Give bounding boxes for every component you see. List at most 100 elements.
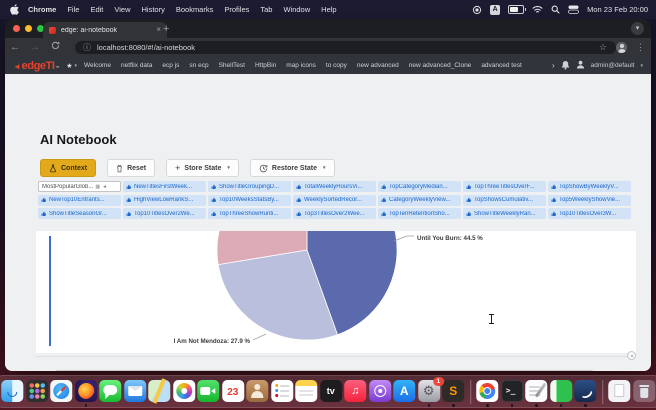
chip-newtop10entrants[interactable]: NewTop10Entrants...	[38, 194, 121, 206]
dock-contacts[interactable]	[246, 380, 269, 402]
question-input[interactable]	[54, 370, 595, 371]
nav-link-shelltest[interactable]: ShellTest	[218, 62, 245, 69]
reset-button[interactable]: Reset	[107, 159, 156, 177]
notifications-bell-icon[interactable]	[561, 60, 570, 72]
control-center-icon[interactable]	[568, 5, 580, 14]
dock-navy-app[interactable]	[574, 380, 597, 407]
dock-green-app[interactable]	[549, 380, 572, 407]
menu-bookmarks[interactable]: Bookmarks	[175, 5, 214, 14]
dock-settings[interactable]: 1	[417, 377, 444, 407]
dock-maps[interactable]	[148, 380, 171, 402]
dock-terminal[interactable]	[500, 380, 523, 407]
minimize-window-button[interactable]	[25, 25, 32, 32]
restore-state-button[interactable]: Restore State ▾	[249, 159, 335, 177]
chip-top10weeksstatsby[interactable]: Top10WeeksStatsBy...	[208, 194, 291, 206]
dock-trash[interactable]	[632, 380, 655, 402]
chip-mostpopularglob[interactable]: MostPopularGlob... ▦ ◄	[38, 181, 121, 192]
pie-slice-until-you-burn[interactable]	[306, 231, 398, 336]
chip-categoryweeklyview[interactable]: CategoryWeeklyView...	[378, 194, 461, 206]
chip-toptenretentionsho[interactable]: TopTenRetentionSho...	[378, 208, 461, 219]
dock-launchpad[interactable]	[25, 380, 48, 402]
dock-photos[interactable]	[172, 380, 195, 402]
menu-history[interactable]: History	[141, 5, 165, 14]
dock-safari[interactable]	[50, 380, 73, 402]
chip-topthreetitlesoverf[interactable]: TopThreeTitlesOverF...	[463, 181, 546, 192]
chip-topshowscumulativ[interactable]: TopShowsCumulativ...	[463, 194, 546, 206]
chip-highviewlowranks[interactable]: HighViewLowRankS...	[123, 194, 206, 206]
nav-link-advanced-test[interactable]: advanced test	[481, 62, 522, 69]
new-tab-button[interactable]: +	[163, 23, 170, 35]
site-info-icon[interactable]: ⓘ	[83, 43, 91, 52]
chip-topshowbyweeklyv[interactable]: TopShowByWeeklyV...	[548, 181, 631, 192]
menu-view[interactable]: View	[114, 5, 131, 14]
battery-icon[interactable]	[508, 5, 527, 14]
nav-overflow-chevron[interactable]: ›	[551, 61, 555, 70]
browser-tab[interactable]: edge: ai-notebook ×	[43, 22, 167, 38]
dock-mail[interactable]	[123, 380, 146, 402]
profile-avatar[interactable]	[616, 42, 627, 53]
spotlight-icon[interactable]	[551, 5, 560, 14]
edgeti-logo[interactable]: ◄ edgeTI ™	[13, 59, 60, 72]
menu-tab[interactable]: Tab	[260, 5, 273, 14]
dock-appstore[interactable]	[393, 380, 416, 402]
dock-chrome[interactable]	[476, 380, 499, 407]
apple-menu-icon[interactable]	[10, 4, 19, 15]
menu-help[interactable]: Help	[321, 5, 337, 14]
user-icon[interactable]	[576, 60, 585, 71]
nav-link-sn-ecp[interactable]: sn ecp	[189, 62, 209, 69]
chip-top10titlesover3w[interactable]: Top10TitlesOver3W...	[548, 208, 631, 219]
dock-documents[interactable]	[608, 380, 631, 402]
back-button[interactable]: ←	[10, 42, 20, 53]
close-window-button[interactable]	[13, 25, 20, 32]
scroll-indicator-button[interactable]	[627, 351, 636, 360]
chip-top5weeklyshowvie[interactable]: Top5WeeklyShowVie...	[548, 194, 631, 206]
nav-link-map-icons[interactable]: map icons	[286, 62, 316, 69]
username[interactable]: admin@default	[590, 62, 635, 69]
address-bar[interactable]: ⓘ localhost:8080/#!/ai-notebook	[75, 41, 616, 54]
wifi-icon[interactable]	[532, 5, 543, 14]
context-button[interactable]: Context	[40, 159, 97, 177]
menu-chrome[interactable]: Chrome	[28, 5, 57, 14]
store-state-button[interactable]: + Store State ▾	[166, 159, 239, 177]
nav-link-netflix-data[interactable]: netflix data	[120, 62, 153, 69]
screen-recording-icon[interactable]	[472, 5, 482, 15]
reload-button[interactable]	[45, 38, 65, 57]
tab-search-button[interactable]: ▾	[631, 22, 644, 35]
dock-finder[interactable]	[1, 380, 24, 402]
dock-music[interactable]	[344, 380, 367, 402]
browser-menu-icon[interactable]: ⋮	[636, 42, 645, 52]
favorites-caret-icon[interactable]: ▾	[74, 62, 77, 69]
bookmark-star-icon[interactable]: ☆	[598, 42, 607, 52]
menu-profiles[interactable]: Profiles	[224, 5, 250, 14]
chip-top10titlesover2we[interactable]: Top10TitlesOver2We...	[123, 208, 206, 219]
dock-calendar[interactable]: 23	[221, 380, 244, 402]
chip-showtitleseasongr[interactable]: ShowTitleSeasonGr...	[38, 208, 121, 219]
user-caret-icon[interactable]: ▾	[640, 62, 643, 69]
zoom-window-button[interactable]	[37, 25, 44, 32]
menu-file[interactable]: File	[67, 5, 80, 14]
dock-sublime[interactable]	[442, 380, 465, 407]
chip-showtitlegroupingd[interactable]: ShowTitleGroupingD...	[208, 181, 291, 192]
dock-facetime[interactable]	[197, 380, 220, 402]
menu-clock[interactable]: Mon 23 Feb 20:00	[587, 5, 648, 14]
menu-edit[interactable]: Edit	[90, 5, 104, 14]
dock-firefox[interactable]	[74, 380, 97, 407]
chip-topthreeshowrunti[interactable]: TopThreeShowRunti...	[208, 208, 291, 219]
pie-slice-unlabeled-2[interactable]	[216, 231, 308, 266]
forward-button[interactable]: →	[30, 42, 40, 53]
favorites-star-icon[interactable]: ★	[66, 62, 73, 70]
menu-window[interactable]: Window	[283, 5, 311, 14]
tab-close-icon[interactable]: ×	[156, 25, 161, 34]
pie-slice-i-am-not-mendoza[interactable]	[217, 249, 339, 341]
dock-appletv[interactable]	[319, 380, 342, 402]
dock-messages[interactable]	[99, 380, 122, 402]
chip-weeklysortedrecor[interactable]: WeeklySortedRecor...	[293, 194, 376, 206]
nav-link-new-advanced-clone[interactable]: new advanced_Clone	[408, 62, 472, 69]
chip-topcategorymedian[interactable]: TopCategoryMedian...	[378, 181, 461, 192]
dock-reminders[interactable]	[270, 380, 293, 402]
input-source-icon[interactable]: A	[490, 4, 501, 15]
dock-notes[interactable]	[295, 380, 318, 402]
nav-link-httpbin[interactable]: HttpBin	[254, 62, 277, 69]
nav-link-to-copy[interactable]: to copy	[325, 62, 347, 69]
nav-link-ecp-js[interactable]: ecp js	[162, 62, 180, 69]
